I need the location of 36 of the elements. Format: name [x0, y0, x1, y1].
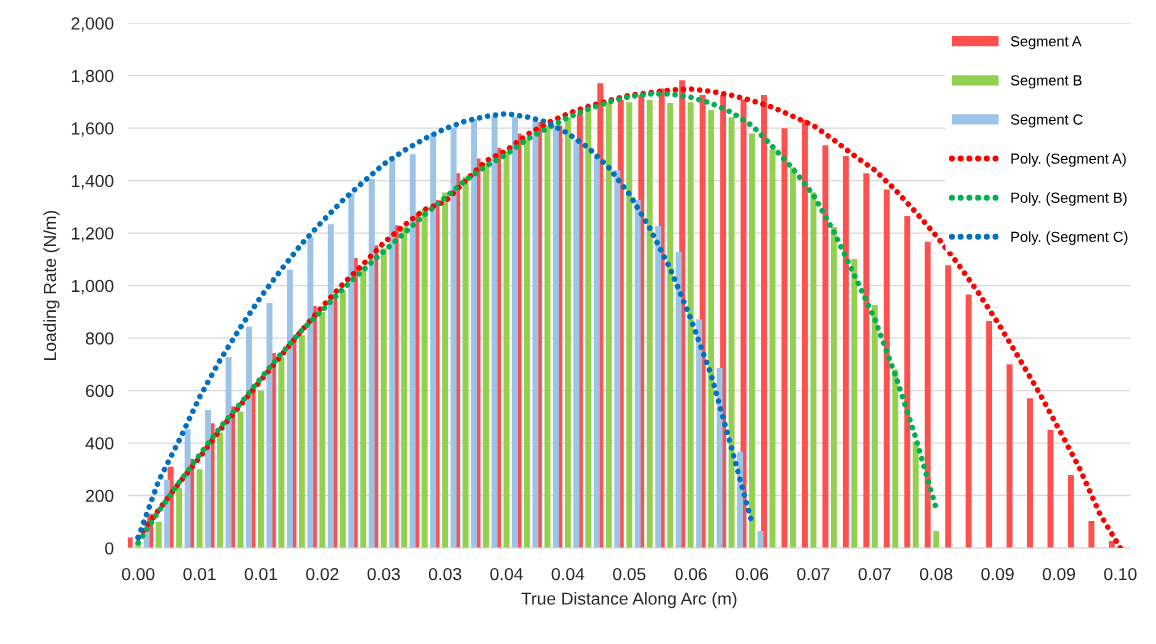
x-axis-title: True Distance Along Arc (m)	[521, 592, 737, 609]
y-tick-label: 1,200	[71, 227, 114, 242]
legend-label: Poly. (Segment C)	[1011, 231, 1128, 245]
y-axis-title: Loading Rate (N/m)	[43, 210, 60, 360]
y-tick-label: 800	[85, 332, 114, 345]
legend-label: Segment A	[1010, 36, 1082, 50]
x-tick-label: 0.09	[1042, 567, 1076, 581]
legend-label: Segment B	[1010, 75, 1082, 89]
x-tick-label: 0.06	[735, 567, 769, 581]
legend-label: Poly. (Segment A)	[1011, 153, 1126, 167]
x-tick-label: 0.09	[981, 567, 1014, 581]
y-tick-label: 1,800	[71, 69, 114, 85]
x-tick-label: 0.10	[1104, 567, 1137, 581]
x-tick-label: 0.02	[306, 567, 339, 581]
y-tick-label: 1,000	[71, 279, 114, 295]
x-tick-label: 0.07	[858, 567, 891, 581]
x-tick-label: 0.04	[551, 567, 585, 581]
x-tick-label: 0.04	[490, 567, 523, 581]
x-tick-label: 0.00	[121, 567, 155, 581]
legend-label: Segment C	[1010, 114, 1083, 128]
y-tick-label: 0	[105, 542, 114, 555]
y-tick-label: 400	[85, 437, 114, 450]
y-tick-label: 200	[85, 489, 114, 503]
y-tick-label: 2,000	[71, 17, 114, 32]
x-tick-label: 0.07	[797, 567, 830, 581]
x-tick-label: 0.08	[919, 567, 953, 581]
x-tick-label: 0.01	[244, 567, 278, 581]
y-tick-label: 1,400	[71, 174, 114, 190]
x-tick-label: 0.05	[613, 567, 646, 581]
y-tick-label: 1,600	[71, 122, 114, 137]
x-tick-label: 0.06	[674, 567, 707, 581]
x-tick-label: 0.03	[428, 567, 462, 581]
y-tick-label: 600	[86, 384, 114, 398]
x-tick-label: 0.03	[367, 567, 400, 581]
legend-label: Poly. (Segment B)	[1011, 192, 1127, 206]
x-tick-label: 0.01	[183, 567, 216, 581]
